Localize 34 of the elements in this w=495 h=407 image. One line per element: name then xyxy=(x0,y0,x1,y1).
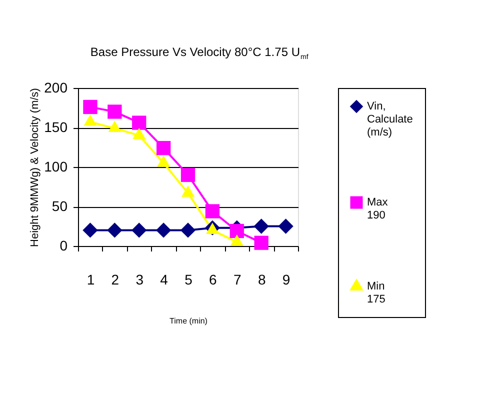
point xyxy=(180,222,196,238)
point xyxy=(107,222,122,238)
point xyxy=(254,236,268,250)
y-tick-label: 200 xyxy=(44,80,68,96)
y-tick-label: 150 xyxy=(44,119,68,135)
legend-label: Vin, Calculate (m/s) xyxy=(367,100,413,138)
x-tick-label: 9 xyxy=(282,272,290,288)
x-tick-label: 5 xyxy=(184,272,193,288)
point xyxy=(254,218,269,234)
point xyxy=(82,222,98,238)
x-axis-title: Time (min) xyxy=(170,316,208,326)
legend-label: Min 175 xyxy=(367,280,386,306)
point xyxy=(230,224,244,238)
y-tick-label: 100 xyxy=(44,158,68,174)
point xyxy=(156,222,172,238)
point xyxy=(83,100,98,114)
point xyxy=(132,116,146,130)
x-tick-label: 2 xyxy=(111,272,120,288)
x-tick-label: 1 xyxy=(86,272,95,288)
legend-label: Max 190 xyxy=(367,196,388,222)
y-tick-label: 0 xyxy=(60,238,68,254)
point xyxy=(180,168,196,182)
x-tick-label: 3 xyxy=(136,272,144,288)
y-axis-title: Height 9MMWg) & Velocity (m/s) xyxy=(29,88,42,247)
x-tick-label: 7 xyxy=(233,272,242,288)
y-tick-label: 50 xyxy=(52,198,68,214)
point xyxy=(156,140,171,156)
point xyxy=(108,104,122,119)
point xyxy=(205,204,220,218)
x-tick-label: 8 xyxy=(258,272,266,288)
x-tick-label: 4 xyxy=(160,272,168,288)
point xyxy=(278,218,294,234)
point xyxy=(132,222,147,238)
x-tick-label: 6 xyxy=(209,272,218,288)
